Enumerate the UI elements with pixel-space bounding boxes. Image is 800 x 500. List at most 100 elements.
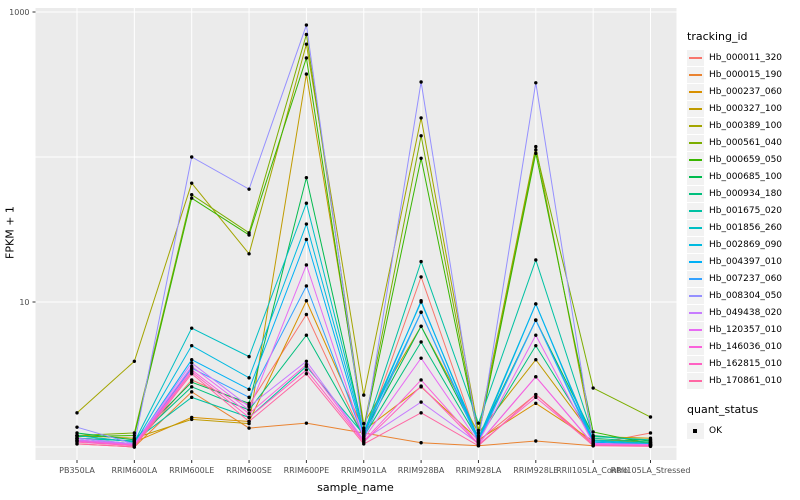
- series-color-line-icon: [689, 311, 702, 314]
- data-point: [247, 401, 251, 406]
- data-point: [534, 318, 538, 322]
- data-point: [75, 442, 79, 446]
- series-color-line-icon: [689, 158, 702, 161]
- series-color-line-icon: [689, 192, 702, 195]
- series-key: [687, 372, 704, 389]
- data-point: [247, 233, 251, 237]
- legend-item-label: Hb_170861_010: [709, 375, 783, 386]
- data-point: [534, 375, 538, 379]
- legend-item-Hb_000389_100: Hb_000389_100: [687, 117, 799, 134]
- data-point: [304, 23, 309, 27]
- data-point: [190, 364, 194, 369]
- x-tick-label: RRIM901LA: [341, 466, 387, 475]
- legend-item-label: Hb_162815_010: [709, 358, 783, 369]
- legend-item-Hb_002869_090: Hb_002869_090: [687, 236, 799, 253]
- series-color-line-icon: [689, 328, 702, 331]
- data-point: [132, 445, 137, 449]
- black-square-point-icon: [693, 428, 697, 433]
- x-tick-label: RRIM600PE: [284, 466, 330, 475]
- legend-item-label: Hb_000685_100: [709, 171, 783, 182]
- data-point: [419, 411, 423, 415]
- legend-item-label: OK: [709, 425, 722, 436]
- data-point: [534, 401, 538, 406]
- data-point: [304, 284, 309, 288]
- data-point: [190, 417, 194, 422]
- data-point: [190, 361, 194, 365]
- data-point: [534, 302, 538, 306]
- data-point: [534, 151, 538, 156]
- series-key: [687, 66, 704, 83]
- data-point: [419, 259, 423, 264]
- data-point: [190, 192, 194, 197]
- data-point: [534, 333, 538, 337]
- data-point: [419, 356, 423, 360]
- data-point: [304, 333, 309, 337]
- legend-item-label: Hb_002869_090: [709, 239, 783, 250]
- data-point: [648, 438, 653, 442]
- series-color-line-icon: [689, 209, 702, 212]
- data-point: [419, 384, 423, 388]
- series-key: [687, 355, 704, 372]
- data-point: [75, 411, 79, 415]
- series-color-line-icon: [689, 243, 702, 246]
- x-tick-label: RRIM928BA: [398, 466, 445, 475]
- data-point: [190, 380, 194, 384]
- data-point: [75, 431, 79, 435]
- data-point: [247, 415, 251, 420]
- data-point: [419, 340, 423, 344]
- x-tick-label: RRIM928LE: [513, 466, 558, 475]
- x-tick-label: RRII105LA_Control: [556, 466, 630, 475]
- x-tick-label: RRIM600SE: [226, 466, 272, 475]
- legend-item-Hb_001675_020: Hb_001675_020: [687, 202, 799, 219]
- y-axis-title: FPKM + 1: [3, 206, 17, 259]
- data-point: [419, 80, 423, 84]
- data-point: [476, 431, 481, 435]
- data-point: [304, 312, 309, 317]
- series-key: [687, 117, 704, 134]
- legend-item-label: Hb_000237_060: [709, 86, 783, 97]
- data-point: [132, 433, 137, 438]
- series-color-line-icon: [689, 260, 702, 263]
- data-point: [362, 442, 366, 446]
- legend-item-label: Hb_004397_010: [709, 256, 783, 267]
- legend-item-label: Hb_000015_190: [709, 69, 783, 80]
- data-point: [534, 343, 538, 348]
- legend-item-label: Hb_001675_020: [709, 205, 783, 216]
- legend-item-Hb_000934_180: Hb_000934_180: [687, 185, 799, 202]
- data-point: [247, 419, 251, 424]
- data-point: [304, 222, 309, 226]
- legend-item-Hb_000015_190: Hb_000015_190: [687, 66, 799, 83]
- data-point: [304, 359, 309, 363]
- legend-item-label: Hb_007237_060: [709, 273, 783, 284]
- data-point: [419, 324, 423, 328]
- series-key: [687, 83, 704, 100]
- data-point: [132, 431, 137, 435]
- data-point: [534, 144, 538, 149]
- data-point: [534, 81, 538, 85]
- data-point: [362, 421, 366, 426]
- data-point: [247, 387, 251, 391]
- series-key: [687, 270, 704, 287]
- data-point: [534, 439, 538, 443]
- series-key: [687, 338, 704, 355]
- data-point: [190, 155, 194, 159]
- legend-item-Hb_000561_040: Hb_000561_040: [687, 134, 799, 151]
- data-point: [247, 252, 251, 256]
- data-point: [419, 310, 423, 314]
- series-color-line-icon: [689, 226, 702, 229]
- data-point: [304, 72, 309, 76]
- legend-item-ok: OK: [687, 422, 799, 439]
- legend-item-label: Hb_001856_260: [709, 222, 783, 233]
- series-color-line-icon: [689, 141, 702, 144]
- legend-item-Hb_170861_010: Hb_170861_010: [687, 372, 799, 389]
- legend-item-label: Hb_146036_010: [709, 341, 783, 352]
- legend-item-Hb_000685_100: Hb_000685_100: [687, 168, 799, 185]
- data-point: [534, 395, 538, 400]
- x-tick-label: RRII105LA_Stressed: [611, 466, 691, 475]
- data-point: [190, 181, 194, 185]
- series-color-line-icon: [689, 345, 702, 348]
- series-key: [687, 236, 704, 253]
- legend-item-Hb_146036_010: Hb_146036_010: [687, 338, 799, 355]
